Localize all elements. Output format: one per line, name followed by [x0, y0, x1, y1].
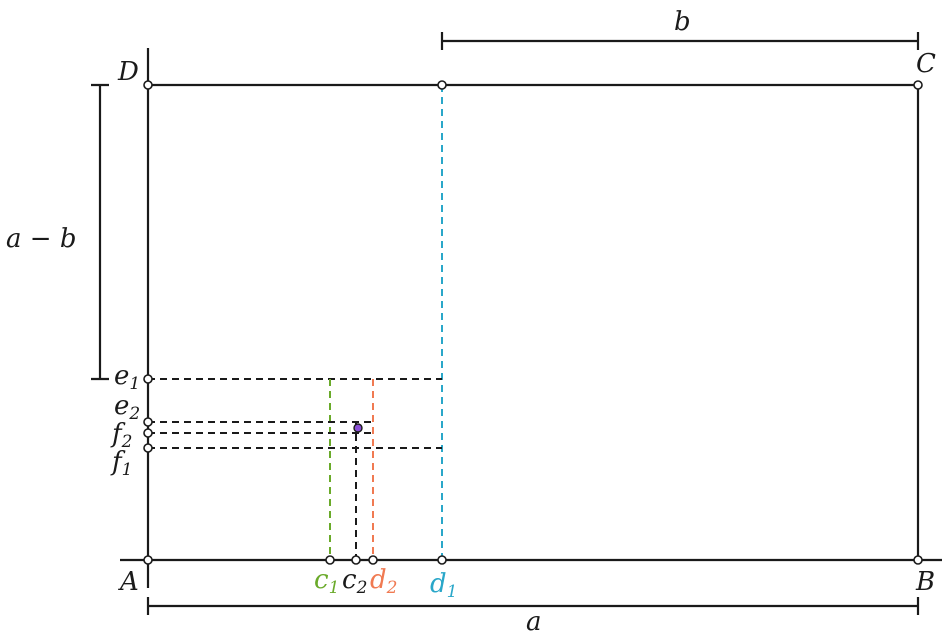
label-C: C — [916, 49, 936, 79]
point-d1 — [437, 555, 447, 565]
point-D — [143, 80, 153, 90]
label-c2: c2 — [342, 565, 367, 598]
point-center — [353, 423, 363, 433]
point-c1 — [325, 555, 335, 565]
point-f2 — [143, 428, 153, 438]
rectangle-outline — [120, 48, 942, 588]
label-d1: d1 — [430, 569, 457, 602]
label-a: a — [526, 607, 542, 633]
point-d2 — [368, 555, 378, 565]
label-a-minus-b: a − b — [6, 224, 76, 254]
point-e2 — [143, 417, 153, 427]
points — [143, 80, 923, 565]
label-B: B — [915, 567, 935, 597]
dashed-lines — [148, 85, 443, 560]
label-e1: e1 — [114, 361, 140, 394]
dimension-b — [440, 32, 920, 50]
point-f1 — [143, 443, 153, 453]
point-B — [913, 555, 923, 565]
point-c2 — [351, 555, 361, 565]
dimension-a — [146, 597, 920, 615]
label-D: D — [117, 57, 139, 87]
label-b: b — [674, 7, 691, 37]
label-d2: d2 — [370, 565, 397, 598]
point-C — [913, 80, 923, 90]
point-A — [143, 555, 153, 565]
label-e2: e2 — [114, 391, 140, 424]
label-A: A — [118, 567, 139, 597]
point-e1 — [143, 374, 153, 384]
point-top-d1 — [437, 80, 447, 90]
dimension-a-minus-b — [91, 83, 109, 381]
label-c1: c1 — [314, 565, 339, 598]
